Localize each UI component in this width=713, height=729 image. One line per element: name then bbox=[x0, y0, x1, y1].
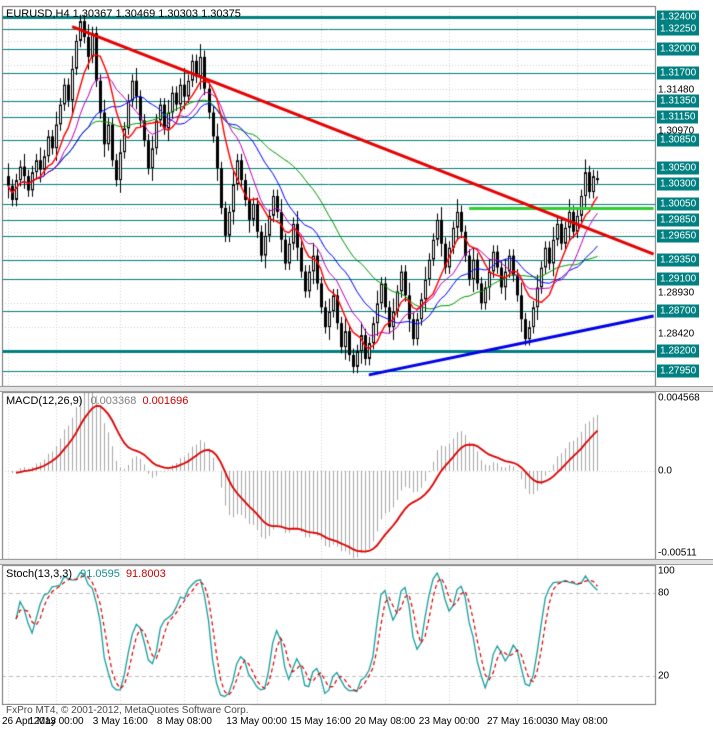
time-axis-label: 26 Apr 2013 bbox=[2, 716, 56, 727]
time-axis-label: 1 May 00:00 bbox=[28, 716, 84, 727]
time-axis-label: 23 May 00:00 bbox=[418, 716, 480, 727]
price-level-label: 1.31350 bbox=[657, 94, 700, 108]
price-level-label: 1.27950 bbox=[657, 364, 700, 378]
time-axis-label: 15 May 16:00 bbox=[290, 716, 352, 727]
macd-signal-value: 0.001696 bbox=[142, 395, 189, 407]
price-level-label: 1.30050 bbox=[657, 197, 700, 211]
panel-separator-stoch[interactable] bbox=[0, 559, 713, 565]
time-axis-label: 20 May 08:00 bbox=[354, 716, 416, 727]
price-tick-label: 1.30970 bbox=[657, 125, 696, 137]
price-level-label: 1.29650 bbox=[657, 229, 700, 243]
price-level-label: 1.29100 bbox=[657, 272, 700, 286]
price-level-label: 1.30850 bbox=[657, 133, 700, 147]
price-tick-label: 1.31480 bbox=[657, 84, 696, 96]
price-level-label: 1.30300 bbox=[657, 177, 700, 191]
symbol-ohlc-header: EURUSD,H4 1.30367 1.30469 1.30303 1.3037… bbox=[6, 8, 241, 20]
stoch-signal-value: 91.8003 bbox=[125, 568, 166, 580]
price-level-label: 1.28200 bbox=[657, 344, 700, 358]
stoch-axis-label: 100 bbox=[657, 565, 676, 577]
panel-separator-macd[interactable] bbox=[0, 386, 713, 392]
copyright-label: FxPro MT4, © 2001-2012, MetaQuotes Softw… bbox=[4, 705, 251, 716]
price-level-label: 1.28700 bbox=[657, 304, 700, 318]
price-level-label: 1.30500 bbox=[657, 161, 700, 175]
price-level-label: 1.32000 bbox=[657, 42, 700, 56]
stoch-header: Stoch(13,3,3) 91.0595 91.8003 bbox=[6, 568, 166, 580]
macd-axis-label: -0.00511 bbox=[657, 547, 698, 559]
price-level-label: 1.32400 bbox=[657, 10, 700, 24]
time-axis-label: 13 May 00:00 bbox=[226, 716, 287, 727]
price-tick-label: 1.28420 bbox=[657, 328, 696, 340]
price-level-label: 1.31150 bbox=[657, 110, 699, 123]
time-axis-label: 3 May 16:00 bbox=[92, 716, 148, 727]
price-tick-label: 1.28930 bbox=[657, 287, 696, 299]
macd-axis-label: 0.0 bbox=[657, 465, 673, 477]
time-axis-label: 8 May 08:00 bbox=[156, 716, 212, 727]
stoch-axis-label: 20 bbox=[657, 670, 671, 682]
macd-header: MACD(12,26,9) 0.003368 0.001696 bbox=[6, 395, 188, 407]
time-axis-label: 30 May 08:00 bbox=[547, 716, 608, 727]
macd-main-value: 0.003368 bbox=[90, 395, 137, 407]
price-level-label: 1.32250 bbox=[657, 22, 700, 36]
macd-label: MACD(12,26,9) bbox=[6, 395, 83, 407]
macd-axis-label: 0.004568 bbox=[657, 392, 701, 404]
price-level-label: 1.31700 bbox=[657, 66, 700, 80]
time-axis-label: 27 May 16:00 bbox=[486, 716, 548, 727]
stoch-label: Stoch(13,3,3) bbox=[6, 568, 73, 580]
price-level-label: 1.29350 bbox=[657, 253, 700, 267]
price-level-label: 1.29850 bbox=[657, 213, 700, 227]
time-axis[interactable]: 26 Apr 2013 1 May 00:00 3 May 16:00 8 May 0… bbox=[0, 716, 713, 729]
stoch-axis-label: 80 bbox=[657, 587, 671, 599]
stoch-main-value: 91.0595 bbox=[80, 568, 120, 580]
